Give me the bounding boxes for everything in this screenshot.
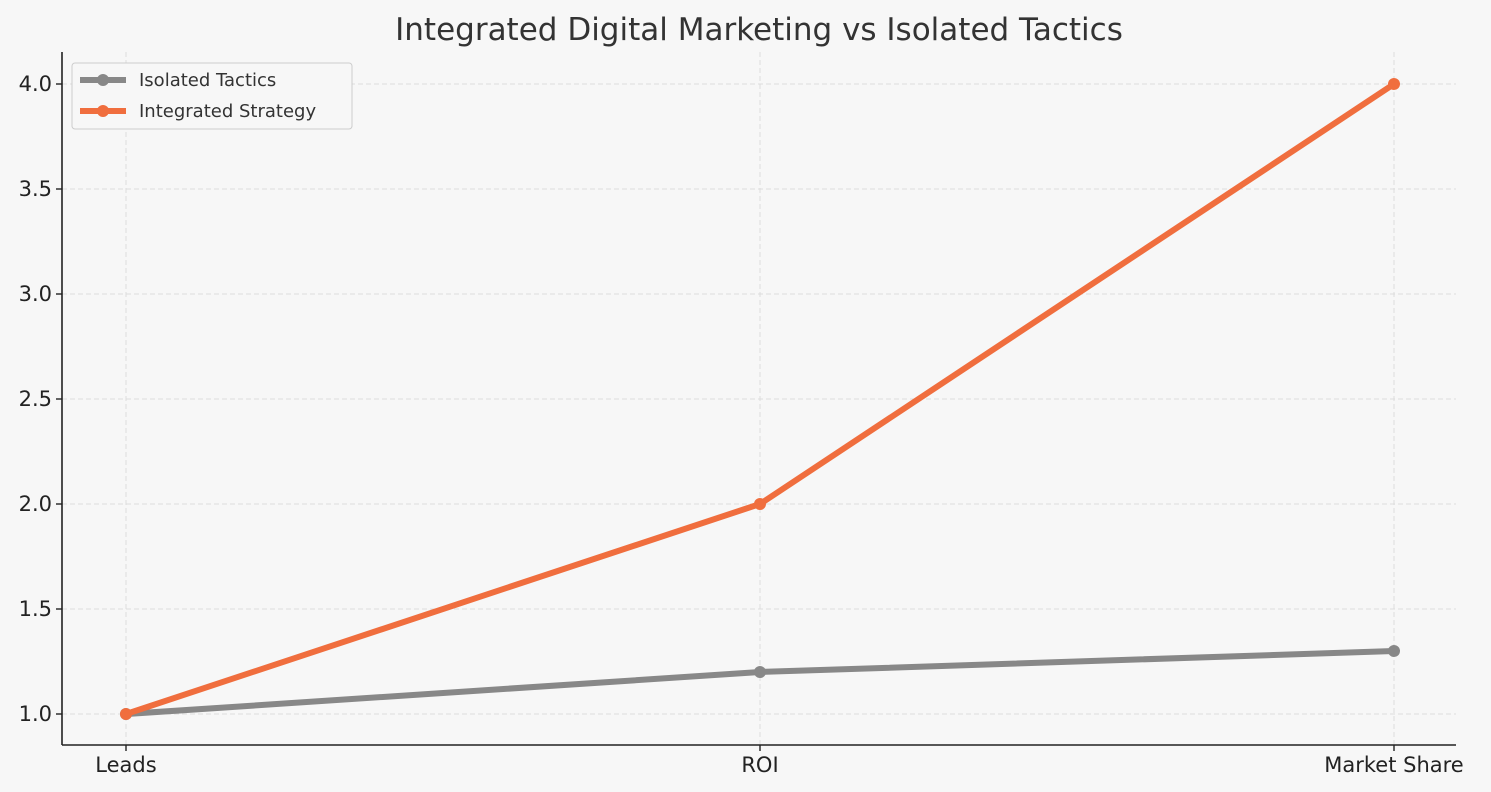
legend-label: Integrated Strategy <box>139 101 316 122</box>
legend-label: Isolated Tactics <box>139 70 276 91</box>
data-point <box>754 498 766 510</box>
y-tick-label: 1.5 <box>19 597 52 621</box>
y-tick-label: 2.5 <box>19 387 52 411</box>
legend: Isolated Tactics Integrated Strategy <box>71 62 353 130</box>
x-tick-label: Leads <box>95 753 156 777</box>
data-point <box>1388 645 1400 657</box>
legend-swatch-marker <box>97 105 109 117</box>
x-tick-label: Market Share <box>1324 753 1463 777</box>
x-tick-label: ROI <box>741 753 778 777</box>
data-point <box>120 708 132 720</box>
y-tick-label: 3.5 <box>19 177 52 201</box>
ticks: 1.0 1.5 2.0 2.5 3.0 3.5 4.0 Leads ROI Market Shar… <box>19 72 1464 777</box>
y-tick-label: 3.0 <box>19 282 52 306</box>
legend-swatch-marker <box>97 74 109 86</box>
data-point <box>754 666 766 678</box>
y-tick-label: 2.0 <box>19 492 52 516</box>
legend-box <box>71 62 353 130</box>
chart-title: Integrated Digital Marketing vs Isolated… <box>395 12 1123 48</box>
y-tick-label: 4.0 <box>19 72 52 96</box>
series-group <box>120 78 1400 720</box>
y-tick-label: 1.0 <box>19 702 52 726</box>
grid <box>62 52 1456 745</box>
data-point <box>1388 78 1400 90</box>
